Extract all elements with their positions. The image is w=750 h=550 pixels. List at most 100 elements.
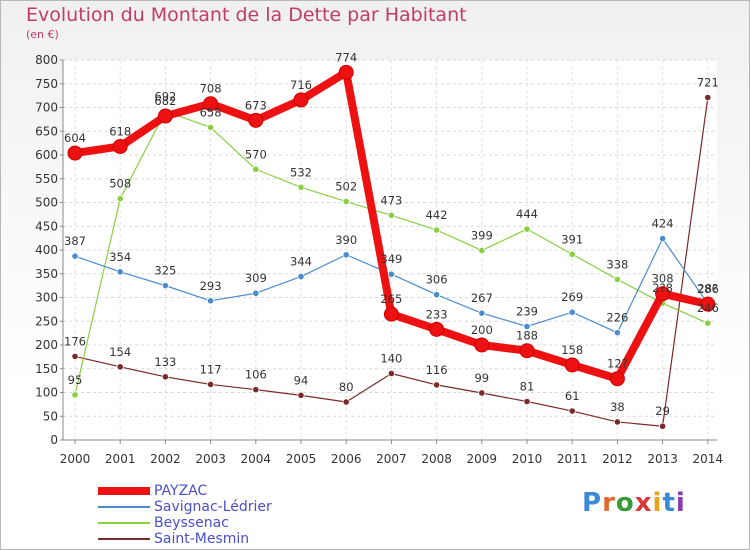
data-point <box>523 397 531 406</box>
x-tick-label: 2008 <box>421 452 452 466</box>
data-point <box>207 297 215 305</box>
data-point <box>207 380 215 389</box>
data-label: 95 <box>68 373 83 387</box>
data-point <box>157 108 173 124</box>
data-point <box>478 309 486 317</box>
data-label: 117 <box>200 362 222 376</box>
x-tick-label: 2003 <box>195 452 226 466</box>
y-tick-label: 650 <box>35 124 58 138</box>
data-label: 390 <box>335 233 357 247</box>
logo-letter: x <box>634 488 653 518</box>
data-point <box>387 211 395 219</box>
data-point <box>116 363 124 371</box>
data-point <box>658 422 667 430</box>
data-point <box>116 268 124 276</box>
data-label: 424 <box>652 217 674 231</box>
data-label: 721 <box>697 76 719 90</box>
legend-swatch <box>98 487 150 495</box>
data-label: 658 <box>200 105 222 119</box>
data-label: 233 <box>426 307 448 321</box>
y-tick-label: 400 <box>35 243 58 257</box>
data-label: 246 <box>697 301 719 315</box>
data-point <box>523 225 531 233</box>
y-tick-label: 600 <box>35 148 58 162</box>
x-tick-label: 2007 <box>376 452 407 466</box>
data-point <box>293 92 309 108</box>
data-point <box>161 282 169 290</box>
data-point <box>342 197 350 206</box>
x-tick-label: 2010 <box>512 452 543 466</box>
data-point <box>432 381 441 389</box>
x-tick-label: 2013 <box>647 452 678 466</box>
x-tick-label: 2000 <box>60 452 91 466</box>
logo-letter: i <box>675 488 686 518</box>
y-tick-label: 150 <box>35 362 58 376</box>
data-point <box>432 226 441 234</box>
x-tick-label: 2014 <box>693 452 724 466</box>
data-point <box>71 391 79 399</box>
data-label: 508 <box>109 177 131 191</box>
data-label: 293 <box>200 279 222 293</box>
data-label: 344 <box>290 255 312 269</box>
data-point <box>67 145 83 161</box>
data-label: 399 <box>471 228 493 242</box>
data-point <box>387 369 395 378</box>
data-point <box>613 329 622 337</box>
data-point <box>704 319 712 327</box>
data-point <box>478 389 486 397</box>
data-point <box>613 418 622 426</box>
data-point <box>252 386 260 394</box>
data-label: 286 <box>697 282 719 296</box>
data-point <box>112 138 128 154</box>
data-label: 2?8 <box>652 281 673 295</box>
y-tick-label: 450 <box>35 219 58 233</box>
data-point <box>207 123 215 132</box>
data-label: 618 <box>109 124 131 138</box>
data-point <box>387 270 395 278</box>
legend-item: Saint-Mesmin <box>98 531 338 547</box>
data-label: 12? <box>607 357 628 371</box>
chart-title: Evolution du Montant de la Dette par Hab… <box>26 4 467 26</box>
legend-label: Savignac-Lédrier <box>154 499 272 515</box>
data-point <box>161 373 169 381</box>
data-label: 444 <box>516 207 538 221</box>
data-label: 325 <box>154 264 176 278</box>
y-tick-label: 750 <box>35 77 58 91</box>
data-point <box>248 112 264 128</box>
data-label: 692 <box>154 89 176 103</box>
data-label: 176 <box>64 334 86 348</box>
data-label: 188 <box>516 329 538 343</box>
data-point <box>568 308 576 316</box>
data-point <box>429 321 445 337</box>
data-label: 80 <box>339 380 354 394</box>
data-label: 226 <box>606 311 628 325</box>
data-point <box>704 93 712 102</box>
x-tick-label: 2002 <box>150 452 181 466</box>
legend-item: Beyssenac <box>98 515 338 531</box>
logo-letter: t <box>662 488 676 518</box>
legend-swatch <box>98 538 150 540</box>
legend-label: Saint-Mesmin <box>154 531 250 547</box>
data-point <box>252 165 260 173</box>
data-label: 308 <box>652 272 674 286</box>
data-label: 99 <box>474 371 489 385</box>
data-label: 267 <box>471 291 493 305</box>
data-label: 708 <box>200 82 222 96</box>
data-label: 28? <box>697 282 718 296</box>
data-point <box>519 343 535 359</box>
data-label: 239 <box>516 304 538 318</box>
legend-swatch <box>98 522 150 524</box>
data-point <box>564 357 580 373</box>
x-tick-label: 2009 <box>467 452 498 466</box>
y-tick-label: 100 <box>35 386 58 400</box>
y-tick-label: 50 <box>43 409 58 423</box>
y-tick-label: 500 <box>35 196 58 210</box>
legend-item: PAYZAC <box>98 483 338 499</box>
data-label: 502 <box>335 180 357 194</box>
data-label: 154 <box>109 345 131 359</box>
data-label: 29 <box>655 404 670 418</box>
data-point <box>478 246 486 255</box>
data-label: 81 <box>520 380 535 394</box>
data-label: 338 <box>606 257 628 271</box>
y-tick-label: 800 <box>35 53 58 67</box>
